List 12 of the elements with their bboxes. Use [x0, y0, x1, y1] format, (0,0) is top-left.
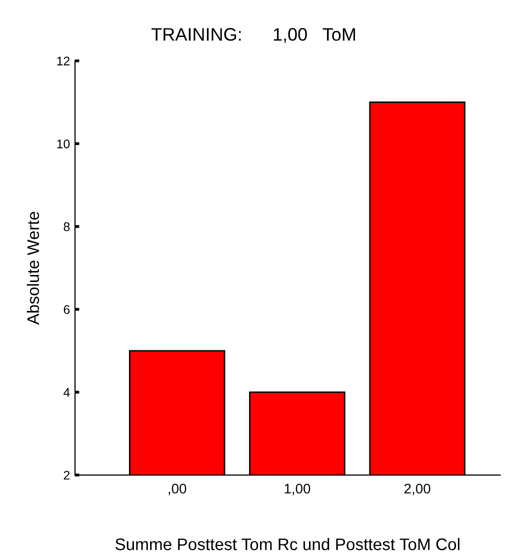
y-axis-title: Absolute Werte [26, 212, 40, 325]
x-axis-title: Summe Posttest Tom Rc und Posttest ToM Col [115, 538, 460, 550]
y-tick-label: 10 [57, 139, 70, 148]
y-tick-label: 4 [64, 388, 70, 397]
y-tick-label: 6 [64, 305, 70, 314]
y-tick-label: 12 [57, 56, 70, 66]
y-tick-label: 2 [64, 470, 70, 480]
chart-title: TRAINING: 1,00 ToM [151, 28, 355, 43]
x-tick-label: 1,00 [284, 484, 310, 496]
y-tick-label: 8 [64, 222, 70, 232]
x-tick-label: ,00 [168, 484, 186, 496]
x-tick-label: 2,00 [404, 484, 430, 496]
